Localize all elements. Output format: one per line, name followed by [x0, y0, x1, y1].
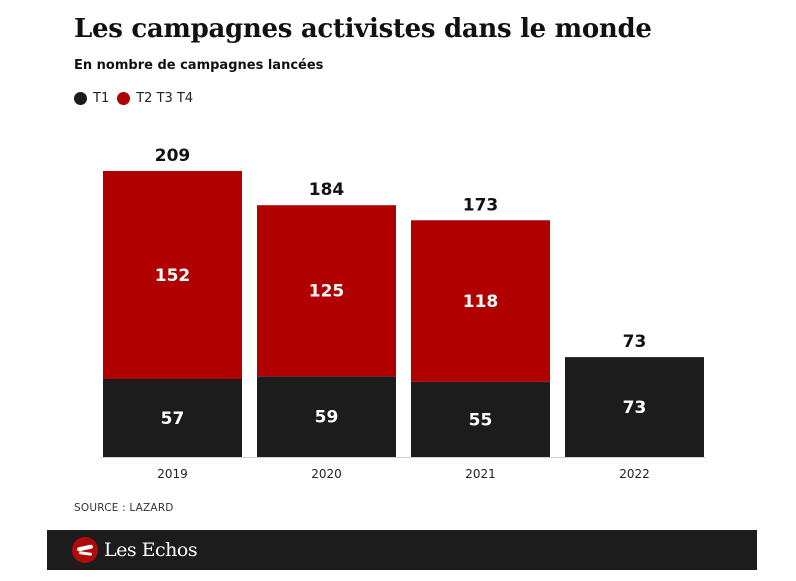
x-tick-label: 2021	[465, 467, 496, 481]
bar-segment-2021-t2-t3-t4	[411, 220, 550, 382]
legend-label-t2-t3-t4: T2 T3 T4	[136, 91, 194, 106]
legend-label-t1: T1	[93, 91, 110, 106]
les-echos-logo-icon	[72, 537, 98, 563]
total-value-label: 173	[463, 195, 499, 215]
bar-segment-2019-t1	[103, 379, 242, 457]
brand-name: Les Echos	[104, 539, 198, 561]
chart-subtitle: En nombre de campagnes lancées	[74, 58, 324, 73]
total-value-label: 184	[309, 180, 345, 200]
legend-swatch-t2-t3-t4	[117, 92, 131, 105]
x-tick-label: 2019	[157, 467, 188, 481]
segment-value-label: 118	[463, 292, 499, 312]
bar-segment-2020-t2-t3-t4	[257, 205, 396, 377]
bar-chart: 57 152 209 2019 59 125 184 2020 55 118 173 2021 73 73…	[101, 146, 706, 481]
legend: T1 T2 T3 T4	[74, 91, 201, 106]
segment-value-label: 152	[155, 266, 191, 286]
segment-value-label: 59	[315, 408, 339, 428]
segment-value-label: 125	[309, 282, 345, 302]
chart-title: Les campagnes activistes dans le monde	[74, 14, 652, 44]
total-value-label: 209	[155, 146, 191, 166]
bar-segment-2020-t1	[257, 376, 396, 457]
bar-segment-2021-t1	[411, 381, 550, 457]
footer-bar: Les Echos	[47, 530, 757, 570]
segment-value-label: 73	[623, 398, 647, 418]
total-value-label: 73	[623, 332, 647, 352]
source-note: SOURCE : LAZARD	[74, 502, 174, 514]
segment-value-label: 57	[161, 409, 185, 429]
x-tick-label: 2022	[619, 467, 650, 481]
legend-item-t1: T1	[74, 91, 109, 106]
legend-item-t2-t3-t4: T2 T3 T4	[117, 91, 193, 106]
legend-swatch-t1	[74, 92, 87, 105]
segment-value-label: 55	[469, 410, 493, 430]
bar-segment-2022-t1	[565, 357, 704, 457]
x-tick-label: 2020	[311, 467, 342, 481]
bar-segment-2019-t2-t3-t4	[103, 171, 242, 379]
